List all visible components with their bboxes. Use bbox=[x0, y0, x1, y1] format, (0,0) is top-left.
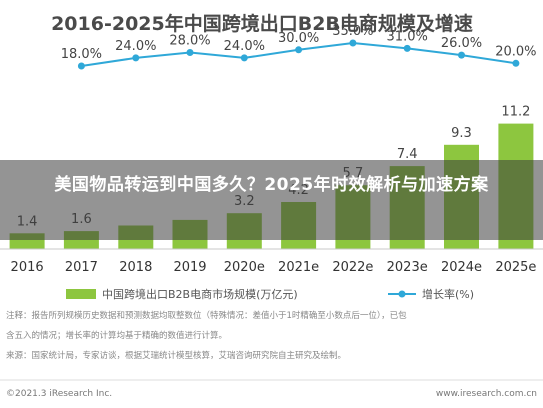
overlay-title: 美国物品转运到中国多久？2025年时效解析与加速方案 bbox=[0, 172, 543, 198]
note-line-1: 注释：报告所列规模历史数据和预测数据均取整数位（特殊情况：差值小于1时精确至小数… bbox=[6, 310, 407, 321]
footer-website: www.iresearch.com.cn bbox=[436, 389, 537, 399]
growth-point bbox=[512, 59, 520, 67]
note-line-3: 来源：国家统计局，专家访谈，根据艾瑞统计模型核算，艾瑞咨询研究院自主研究及绘制。 bbox=[6, 350, 346, 361]
growth-value-label: 31.0% bbox=[387, 29, 428, 44]
x-tick-label: 2017 bbox=[65, 260, 98, 275]
growth-value-label: 20.0% bbox=[495, 44, 536, 59]
legend-line-marker bbox=[398, 290, 406, 298]
x-tick-label: 2022e bbox=[332, 260, 373, 275]
bar-value-label: 9.3 bbox=[451, 126, 472, 141]
growth-value-label: 28.0% bbox=[169, 34, 210, 49]
legend-line-label: 增长率(%) bbox=[422, 287, 474, 301]
growth-point bbox=[240, 54, 248, 62]
growth-value-label: 18.0% bbox=[61, 47, 102, 62]
x-tick-label: 2019 bbox=[173, 260, 206, 275]
x-tick-label: 2016 bbox=[11, 260, 44, 275]
legend-bar-swatch bbox=[66, 289, 96, 299]
growth-line-series: 18.0% 24.0% 28.0% 24.0% 30.0% 35.0% 31.0% 26.0%… bbox=[61, 24, 537, 70]
legend: 中国跨境出口B2B电商市场规模(万亿元) 增长率(%) bbox=[66, 287, 474, 301]
growth-point bbox=[77, 62, 85, 70]
growth-value-label: 24.0% bbox=[115, 39, 156, 54]
x-axis-ticks: 2016 2017 2018 2019 2020e 2021e 2022e 2023e 2024… bbox=[11, 260, 537, 275]
overlay-banner bbox=[0, 160, 543, 240]
growth-value-label: 24.0% bbox=[224, 39, 265, 54]
bar-value-label: 11.2 bbox=[501, 105, 530, 120]
footer-copyright: ©2021.3 iResearch Inc. bbox=[6, 389, 112, 399]
growth-point bbox=[132, 54, 140, 62]
growth-value-label: 35.0% bbox=[332, 24, 373, 39]
growth-point bbox=[295, 46, 303, 54]
growth-point bbox=[403, 44, 411, 52]
bar-value-label: 7.4 bbox=[397, 147, 418, 162]
growth-value-label: 26.0% bbox=[441, 36, 482, 51]
growth-value-label: 30.0% bbox=[278, 31, 319, 46]
overlay-title-text: 美国物品转运到中国多久？2025年时效解析与加速方案 bbox=[54, 175, 489, 195]
x-tick-label: 2020e bbox=[224, 260, 265, 275]
x-tick-label: 2024e bbox=[441, 260, 482, 275]
chart-title: 2016-2025年中国跨境出口B2B电商规模及增速 bbox=[51, 12, 473, 35]
x-tick-label: 2023e bbox=[387, 260, 428, 275]
x-tick-label: 2021e bbox=[278, 260, 319, 275]
growth-point bbox=[349, 39, 357, 47]
legend-bar-label: 中国跨境出口B2B电商市场规模(万亿元) bbox=[102, 287, 298, 301]
growth-point bbox=[186, 49, 194, 56]
growth-point bbox=[458, 51, 465, 59]
x-tick-label: 2018 bbox=[119, 260, 152, 275]
notes: 注释：报告所列规模历史数据和预测数据均取整数位（特殊情况：差值小于1时精确至小数… bbox=[6, 310, 407, 361]
note-line-2: 含五入的情况；增长率的计算均基于精确的数值进行计算。 bbox=[6, 330, 227, 341]
x-tick-label: 2025e bbox=[495, 260, 536, 275]
